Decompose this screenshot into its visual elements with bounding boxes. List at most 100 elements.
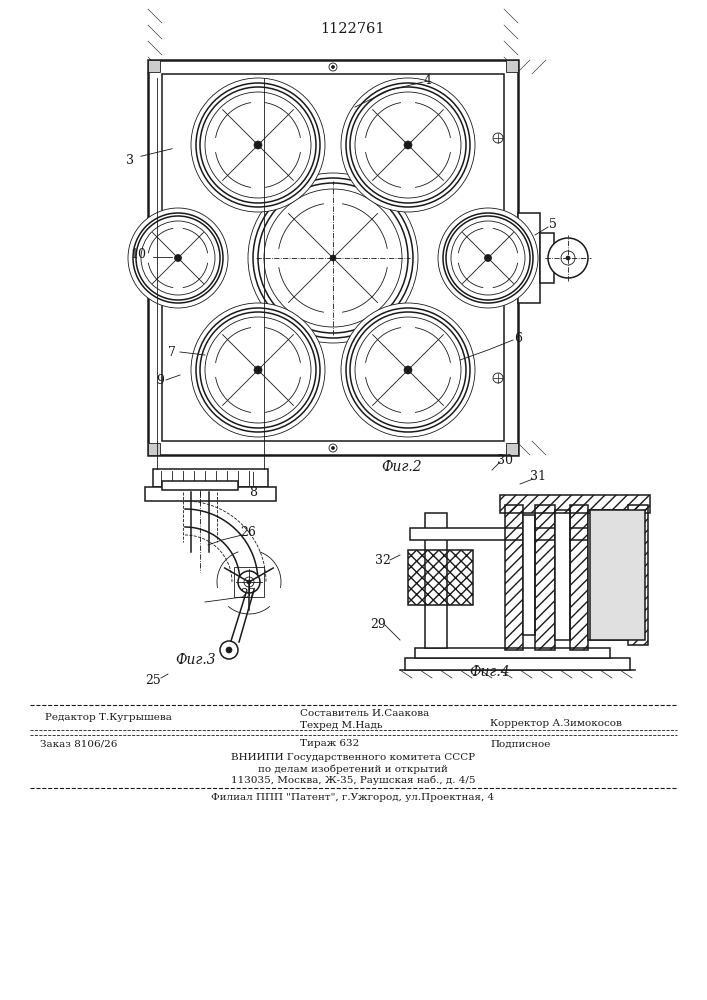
Circle shape <box>244 577 254 587</box>
Text: Филиал ППП "Патент", г.Ужгород, ул.Проектная, 4: Филиал ППП "Патент", г.Ужгород, ул.Проек… <box>211 794 495 802</box>
Circle shape <box>141 221 215 295</box>
Circle shape <box>205 92 311 198</box>
Bar <box>555 510 570 640</box>
Circle shape <box>248 173 418 343</box>
Bar <box>145 487 276 501</box>
Bar <box>153 469 268 487</box>
Bar <box>506 443 518 455</box>
Text: Редактор Т.Кугрышева: Редактор Т.Кугрышева <box>45 714 172 722</box>
Bar <box>425 513 447 648</box>
Text: 113035, Москва, Ж-35, Раушская наб., д. 4/5: 113035, Москва, Ж-35, Раушская наб., д. … <box>230 775 475 785</box>
Text: по делам изобретений и открытий: по делам изобретений и открытий <box>258 764 448 774</box>
Bar <box>408 550 473 605</box>
Circle shape <box>133 213 223 303</box>
Bar <box>518 213 540 303</box>
Text: 5: 5 <box>549 219 557 232</box>
Circle shape <box>484 254 491 261</box>
Circle shape <box>258 183 408 333</box>
Text: 30: 30 <box>497 454 513 466</box>
Bar <box>590 510 645 640</box>
Text: 31: 31 <box>530 471 546 484</box>
Text: 3: 3 <box>126 153 134 166</box>
Text: 1122761: 1122761 <box>321 22 385 36</box>
Circle shape <box>355 317 461 423</box>
Circle shape <box>238 571 260 593</box>
Circle shape <box>200 312 316 428</box>
Text: Тираж 632: Тираж 632 <box>300 740 359 748</box>
Circle shape <box>264 189 402 327</box>
Circle shape <box>404 366 412 374</box>
Circle shape <box>254 366 262 374</box>
Circle shape <box>438 208 538 308</box>
Circle shape <box>191 303 325 437</box>
Bar <box>505 505 523 650</box>
Circle shape <box>191 78 325 212</box>
Bar <box>234 567 264 597</box>
Bar <box>540 233 554 283</box>
Circle shape <box>566 256 570 260</box>
Text: Фиг.2: Фиг.2 <box>382 460 422 474</box>
Bar <box>500 495 650 513</box>
Circle shape <box>443 213 533 303</box>
Text: 29: 29 <box>370 618 386 632</box>
Circle shape <box>332 446 334 450</box>
Circle shape <box>175 254 182 261</box>
Text: 25: 25 <box>145 674 161 686</box>
Text: 27: 27 <box>240 588 256 601</box>
Bar <box>148 443 160 455</box>
Text: Корректор А.Зимокосов: Корректор А.Зимокосов <box>490 720 622 728</box>
Circle shape <box>196 308 320 432</box>
Circle shape <box>548 238 588 278</box>
Text: 9: 9 <box>156 373 164 386</box>
Bar <box>162 481 238 490</box>
Circle shape <box>451 221 525 295</box>
Text: 32: 32 <box>375 554 391 566</box>
Bar <box>570 505 588 650</box>
Circle shape <box>561 251 575 265</box>
Bar <box>588 510 628 640</box>
Text: ВНИИПИ Государственного комитета СССР: ВНИИПИ Государственного комитета СССР <box>231 754 475 762</box>
Text: 7: 7 <box>168 346 176 359</box>
Circle shape <box>350 87 466 203</box>
Circle shape <box>329 63 337 71</box>
Bar <box>148 60 518 455</box>
Circle shape <box>404 141 412 149</box>
Circle shape <box>341 303 475 437</box>
Bar <box>405 658 630 670</box>
Bar <box>410 528 625 540</box>
Circle shape <box>446 216 530 300</box>
Circle shape <box>493 253 503 263</box>
Circle shape <box>226 647 232 653</box>
Circle shape <box>247 580 251 584</box>
Text: Фиг.4: Фиг.4 <box>469 665 510 679</box>
Circle shape <box>330 255 336 261</box>
Circle shape <box>128 208 228 308</box>
Bar <box>535 505 555 650</box>
Text: 6: 6 <box>514 332 522 344</box>
Circle shape <box>493 373 503 383</box>
Circle shape <box>332 66 334 68</box>
Text: Составитель И.Саакова: Составитель И.Саакова <box>300 708 429 718</box>
Circle shape <box>350 312 466 428</box>
Circle shape <box>136 216 220 300</box>
Bar <box>506 60 518 72</box>
Text: Заказ 8106/26: Заказ 8106/26 <box>40 740 117 748</box>
Text: 4: 4 <box>424 74 432 87</box>
Circle shape <box>346 83 470 207</box>
Circle shape <box>220 641 238 659</box>
Circle shape <box>346 308 470 432</box>
Text: 26: 26 <box>240 526 256 540</box>
Circle shape <box>253 178 413 338</box>
Circle shape <box>493 133 503 143</box>
Bar <box>628 505 648 645</box>
Circle shape <box>200 87 316 203</box>
Text: 8: 8 <box>249 486 257 498</box>
Circle shape <box>341 78 475 212</box>
Bar <box>148 60 160 72</box>
Text: 10: 10 <box>130 248 146 261</box>
Bar <box>415 648 610 658</box>
Text: Фиг.3: Фиг.3 <box>175 653 216 667</box>
Bar <box>523 515 535 635</box>
Circle shape <box>355 92 461 198</box>
Circle shape <box>254 141 262 149</box>
